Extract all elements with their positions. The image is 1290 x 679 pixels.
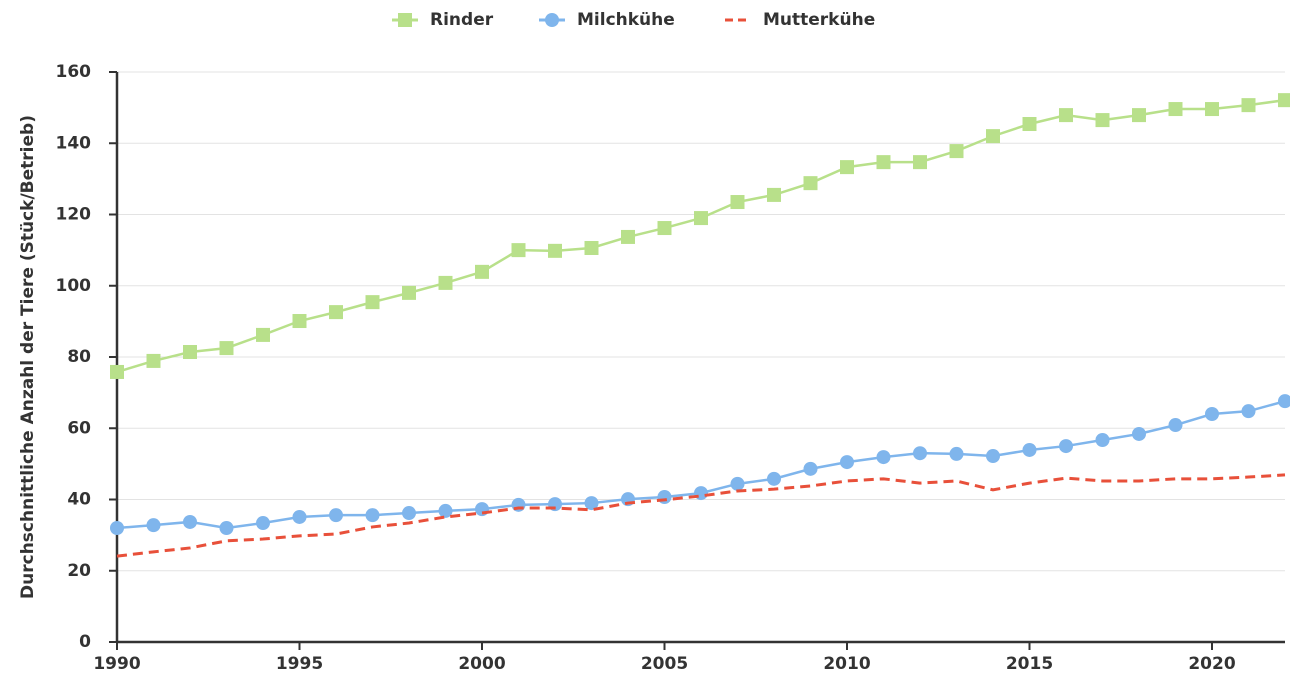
data-point (402, 285, 416, 300)
data-point (584, 496, 599, 511)
x-tick-label: 2020 (1188, 654, 1235, 674)
x-tick-label: 1995 (276, 654, 323, 674)
data-point (767, 187, 781, 202)
series-line (116, 399, 1286, 530)
x-tick-label: 2000 (458, 654, 505, 674)
data-point (986, 129, 1000, 144)
y-tick-label: 20 (67, 561, 91, 581)
data-point (767, 471, 781, 486)
data-point (584, 240, 599, 255)
y-tick-label: 100 (56, 276, 92, 296)
data-point (803, 461, 818, 476)
legend-label: Rinder (430, 10, 494, 30)
data-point (402, 506, 416, 521)
legend-marker (398, 13, 412, 27)
data-point (1132, 108, 1146, 123)
data-point (730, 195, 745, 210)
data-point (219, 521, 234, 535)
data-point (1241, 404, 1256, 419)
data-point (913, 155, 927, 170)
data-point (292, 314, 307, 329)
y-axis-label: Durchschnittliche Anzahl der Tiere (Stüc… (18, 115, 38, 599)
data-point (183, 345, 197, 360)
legend-label: Mutterkühe (763, 10, 875, 30)
data-point (986, 449, 1000, 464)
data-point (949, 144, 964, 159)
data-point (365, 508, 380, 523)
data-point (1168, 102, 1183, 117)
data-point (913, 446, 927, 461)
data-point (840, 160, 854, 175)
data-point (1095, 433, 1110, 448)
data-point (876, 155, 891, 170)
data-point (657, 221, 672, 236)
data-point (1095, 113, 1110, 128)
data-point (438, 503, 453, 518)
data-point (1059, 439, 1073, 454)
data-point (1168, 418, 1183, 433)
data-point (694, 211, 708, 226)
data-point (292, 509, 307, 524)
data-point (1205, 407, 1219, 421)
y-tick-label: 120 (56, 205, 92, 225)
series-line (116, 473, 1286, 558)
data-point (219, 341, 234, 356)
data-point (803, 176, 818, 191)
data-point (146, 518, 161, 533)
data-point (511, 243, 526, 258)
y-tick-label: 80 (67, 347, 91, 367)
data-point (730, 476, 745, 491)
data-point (1059, 108, 1073, 123)
x-tick-label: 2005 (641, 654, 688, 674)
x-tick-label: 2010 (823, 654, 870, 674)
y-tick-label: 140 (56, 133, 92, 153)
series-line (116, 98, 1286, 374)
data-point (1278, 93, 1290, 108)
y-tick-label: 60 (67, 418, 91, 438)
y-tick-label: 160 (56, 62, 92, 82)
data-point (475, 264, 489, 279)
data-point (329, 508, 343, 523)
x-tick-label: 2015 (1006, 654, 1053, 674)
x-tick-label: 1990 (93, 654, 140, 674)
legend-marker (545, 13, 559, 27)
data-point (438, 275, 453, 290)
data-point (1022, 117, 1037, 132)
y-tick-label: 0 (79, 632, 91, 652)
data-point (876, 450, 891, 465)
data-point (1241, 98, 1256, 113)
data-point (548, 243, 562, 258)
data-point (256, 516, 270, 531)
data-point (511, 497, 526, 512)
data-point (146, 353, 161, 368)
data-point (949, 446, 964, 461)
data-point (110, 521, 124, 535)
data-point (183, 514, 197, 529)
data-point (475, 502, 489, 517)
data-point (110, 364, 124, 379)
data-point (329, 305, 343, 320)
data-point (1132, 426, 1146, 441)
data-point (365, 295, 380, 310)
y-tick-label: 40 (67, 490, 91, 510)
data-point (1278, 394, 1290, 409)
data-point (1205, 102, 1219, 117)
legend-label: Milchkühe (577, 10, 675, 30)
data-point (840, 455, 854, 470)
data-point (1022, 442, 1037, 457)
data-point (694, 486, 708, 501)
data-point (621, 229, 635, 244)
data-point (256, 327, 270, 342)
data-point (657, 490, 672, 505)
